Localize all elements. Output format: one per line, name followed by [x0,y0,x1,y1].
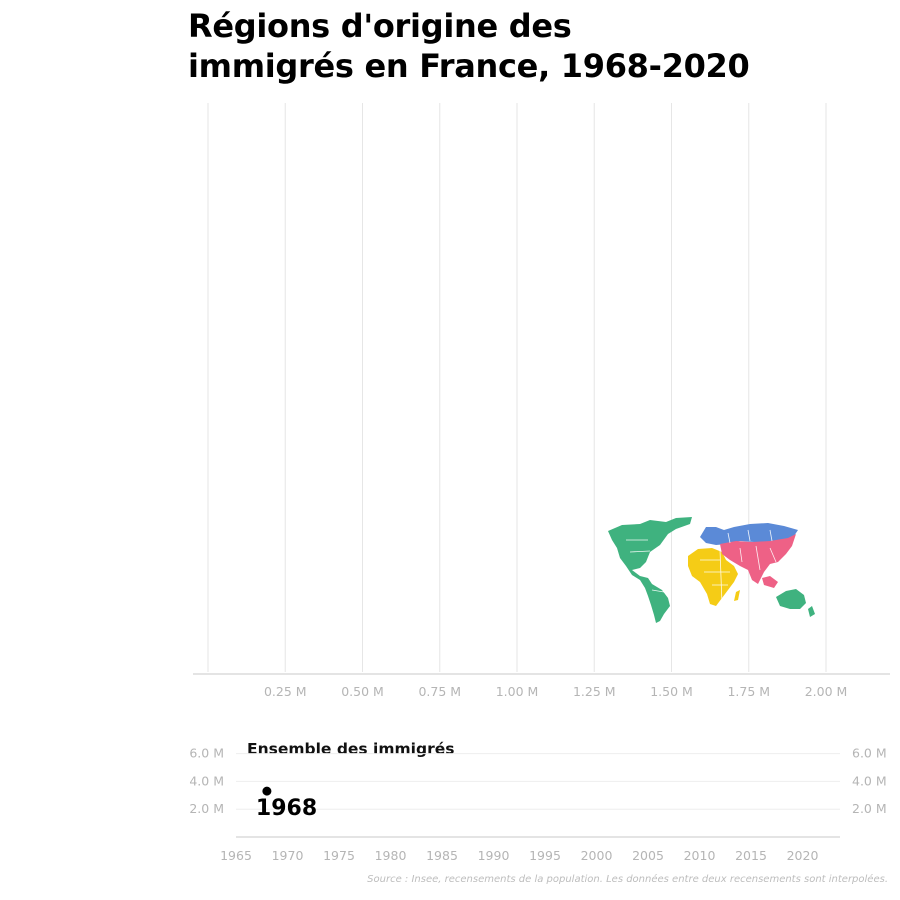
map-borders [626,529,777,605]
main-x-tick-label: 0.75 M [418,684,461,699]
current-year-label: 1968 [256,796,317,821]
title-line-2: immigrés en France, 1968-2020 [188,47,750,85]
mini-x-tick-label: 2000 [581,848,613,863]
main-gridlines [207,103,827,672]
title-line-1: Régions d'origine des [188,7,572,45]
main-x-tick-label: 1.75 M [727,684,770,699]
mini-y-tick-label-left: 2.0 M [189,801,224,816]
mini-x-tick-label: 2015 [735,848,767,863]
world-map-legend [608,517,815,623]
page-title: Régions d'origine des immigrés en France… [188,6,750,86]
mini-y-tick-label-right: 2.0 M [852,801,887,816]
mini-series [262,786,272,796]
mini-x-tick-label: 2005 [632,848,664,863]
americas-region [608,517,692,623]
oceania-region [776,589,815,617]
mini-x-tick-label: 2010 [684,848,716,863]
main-x-axis-ticks: 0.25 M 0.50 M 0.75 M 1.00 M 1.25 M 1.50 M 1.75… [264,684,847,699]
mini-y-tick-label-left: 6.0 M [189,746,224,761]
mini-chart-title: Ensemble des immigrés [247,740,454,758]
main-x-tick-label: 2.00 M [805,684,848,699]
mini-gridlines [236,753,840,810]
mini-y-tick-label-right: 6.0 M [852,746,887,761]
mini-y-tick-label-left: 4.0 M [189,773,224,788]
main-x-tick-label: 0.50 M [341,684,384,699]
source-note: Source : Insee, recensements de la popul… [367,874,888,885]
main-x-tick-label: 1.00 M [496,684,539,699]
mini-x-tick-label: 1980 [375,848,407,863]
mini-y-tick-label-right: 4.0 M [852,773,887,788]
mini-x-tick-label: 1985 [426,848,458,863]
africa-region [688,548,740,606]
mini-x-tick-label: 2020 [787,848,819,863]
mini-series-point [262,786,272,796]
mini-x-tick-label: 1965 [220,848,252,863]
mini-x-tick-label: 1970 [272,848,304,863]
main-x-tick-label: 1.25 M [573,684,616,699]
mini-x-tick-label: 1975 [323,848,355,863]
mini-x-tick-label: 1990 [478,848,510,863]
mini-x-axis-ticks: 1965 1970 1975 1980 1985 1990 1995 2000 2005 2010… [220,848,818,863]
main-x-tick-label: 1.50 M [650,684,693,699]
mini-x-tick-label: 1995 [529,848,561,863]
mini-y-axis-ticks: 2.0 M 2.0 M 4.0 M 4.0 M 6.0 M 6.0 M [189,746,886,817]
asia-region [720,534,796,588]
main-x-tick-label: 0.25 M [264,684,307,699]
